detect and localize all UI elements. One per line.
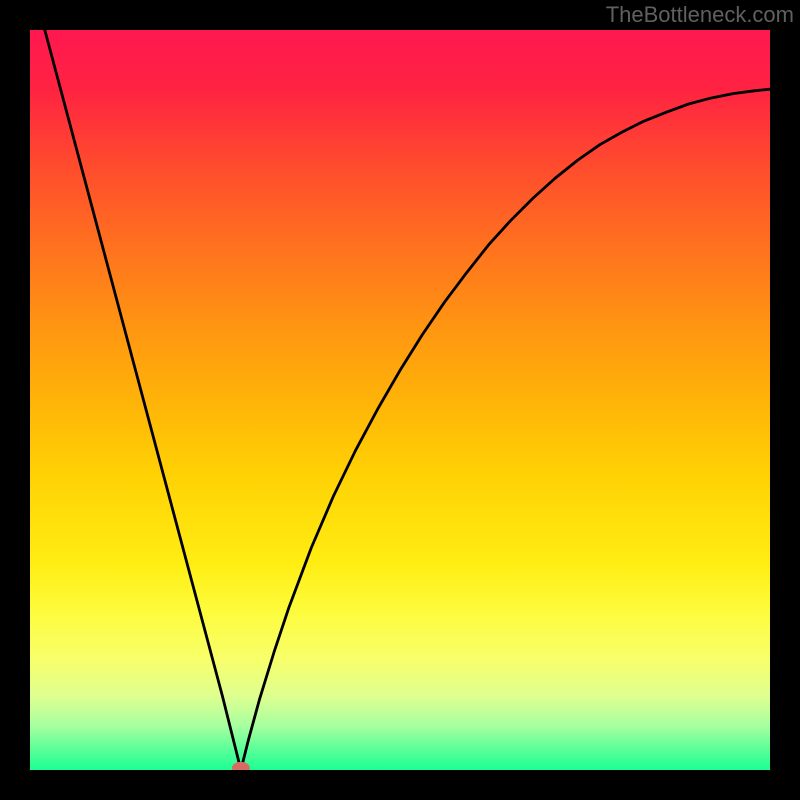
- chart-frame: TheBottleneck.com: [0, 0, 800, 800]
- plot-area: [30, 30, 770, 770]
- chart-svg: [30, 30, 770, 770]
- watermark-text: TheBottleneck.com: [606, 2, 794, 28]
- gradient-background: [30, 30, 770, 770]
